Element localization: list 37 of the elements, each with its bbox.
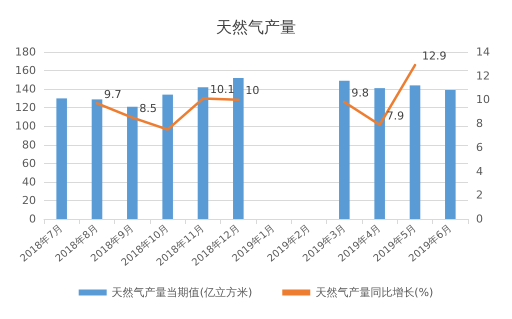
- data-label: 12.9: [422, 50, 446, 63]
- bar: [445, 90, 456, 219]
- y-tick-label: 40: [22, 175, 36, 188]
- legend-label: 天然气产量同比增长(%): [315, 286, 434, 299]
- y2-tick-label: 4: [476, 164, 483, 178]
- data-label: 8.5: [139, 102, 157, 116]
- y-tick-label: 100: [15, 120, 36, 133]
- bar: [198, 87, 208, 219]
- bar: [162, 94, 173, 219]
- y-tick-label: 120: [15, 101, 36, 114]
- data-label: 7.9: [386, 109, 404, 122]
- chart-title: 天然气产量: [216, 18, 296, 36]
- y-tick-label: 80: [22, 138, 36, 152]
- y-tick-label: 180: [15, 46, 36, 58]
- data-label: 10: [245, 84, 260, 98]
- data-label: 9.7: [104, 88, 122, 101]
- y2-tick-label: 14: [476, 46, 490, 58]
- bar: [410, 85, 420, 219]
- y-tick-label: 0: [29, 212, 36, 226]
- bar: [92, 99, 102, 219]
- y2-tick-label: 12: [476, 69, 490, 82]
- y2-tick-label: 2: [476, 188, 483, 202]
- bar: [56, 98, 67, 219]
- legend-label: 天然气产量当期值(亿立方米): [112, 286, 252, 299]
- y2-tick-label: 8: [476, 117, 483, 130]
- y-tick-label: 140: [15, 82, 36, 96]
- bar: [374, 88, 385, 219]
- y2-tick-label: 0: [476, 212, 483, 226]
- data-label: 9.8: [351, 86, 369, 100]
- bar: [233, 78, 244, 219]
- y-tick-label: 60: [22, 156, 36, 170]
- bar: [127, 106, 138, 219]
- y-tick-label: 160: [15, 64, 36, 78]
- y2-tick-label: 6: [476, 140, 483, 154]
- y-tick-label: 20: [22, 194, 36, 207]
- bar: [339, 80, 350, 219]
- y2-tick-label: 10: [476, 93, 490, 106]
